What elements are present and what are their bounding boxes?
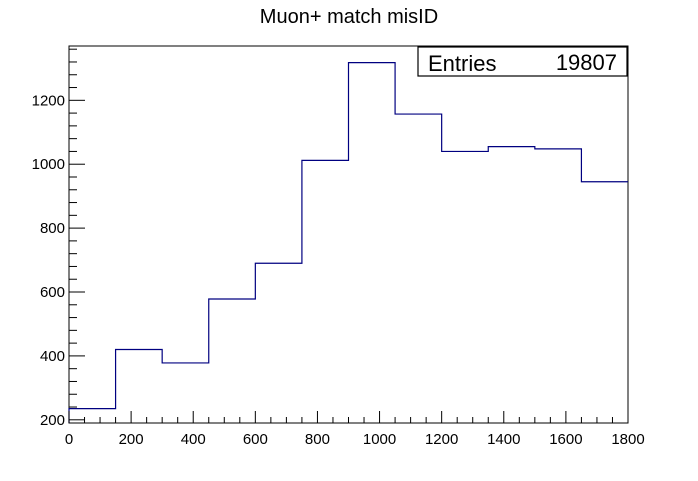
x-tick-label: 1400 (487, 431, 520, 448)
x-tick-label: 400 (181, 431, 206, 448)
x-tick-label: 800 (305, 431, 330, 448)
x-tick-label: 1000 (363, 431, 396, 448)
x-tick-label: 600 (243, 431, 268, 448)
x-tick-label: 0 (65, 431, 73, 448)
y-tick-label: 800 (40, 220, 65, 237)
histogram-bin (395, 114, 442, 423)
plot-area: 0 200 400 600 800 1000 1200 1400 1600 18002004006… (32, 45, 645, 448)
y-tick-label: 600 (40, 284, 65, 301)
stats-box-frame (417, 46, 628, 77)
histogram-series (68, 62, 628, 423)
histogram-bin (116, 350, 163, 423)
histogram-bin (488, 147, 535, 423)
chart-title: Muon+ match misID (260, 6, 438, 28)
y-tick-label: 200 (40, 412, 65, 429)
stats-box: Entries 19807 (417, 46, 628, 77)
histogram-bin (581, 182, 628, 423)
y-tick-label: 1000 (32, 156, 65, 173)
histogram-bin (255, 263, 302, 423)
x-tick-label: 1200 (425, 431, 458, 448)
x-tick-label: 1800 (611, 431, 644, 448)
histogram-bin (535, 149, 582, 423)
histogram-bin (302, 160, 349, 423)
y-tick-label: 400 (40, 348, 65, 365)
stats-entries-label: Entries (428, 51, 496, 76)
histogram-bin (209, 299, 256, 423)
stats-entries-value: 19807 (556, 50, 617, 75)
histogram-bin (349, 63, 396, 423)
x-tick-label: 200 (119, 431, 144, 448)
histogram-bin (442, 151, 489, 423)
y-tick-label: 1200 (32, 92, 65, 109)
x-tick-label: 1600 (549, 431, 582, 448)
histogram-bin (162, 363, 209, 423)
histogram-bin (69, 409, 116, 423)
